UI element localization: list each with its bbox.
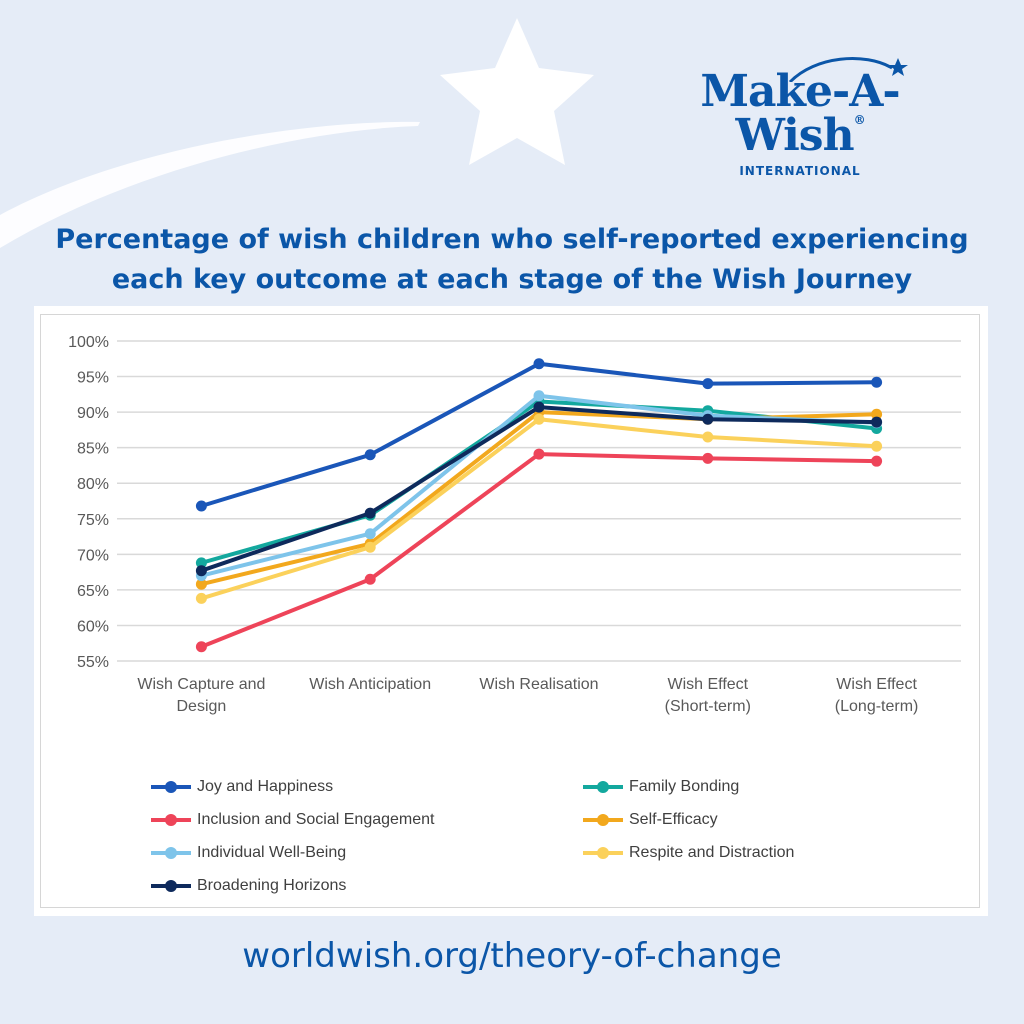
data-point (364, 528, 376, 540)
series-line (200, 399, 877, 565)
footer-url-link[interactable]: worldwish.org/theory-of-change (242, 936, 782, 976)
headline-line-2: each key outcome at each stage of the Wi… (111, 264, 913, 295)
y-tick-label: 90% (77, 405, 109, 422)
headline-line-1: Percentage of wish children who self-rep… (55, 224, 969, 255)
data-point (364, 449, 376, 461)
x-tick-label: Wish Realisation (479, 676, 598, 693)
y-tick-label: 60% (77, 618, 109, 635)
data-point (702, 413, 714, 425)
legend-item: Broadening Horizons (151, 876, 346, 896)
series-line (200, 361, 877, 508)
y-tick-label: 55% (77, 654, 109, 671)
data-point (871, 455, 883, 467)
legend-swatch-icon (583, 777, 623, 797)
data-point (533, 401, 545, 413)
legend-swatch-icon (583, 843, 623, 863)
legend-label: Joy and Happiness (197, 778, 334, 795)
data-point (702, 452, 714, 464)
legend-item: Self-Efficacy (583, 810, 718, 830)
legend-item: Inclusion and Social Engagement (151, 810, 435, 830)
data-point (871, 376, 883, 388)
data-point (195, 578, 207, 590)
logo-subtitle: INTERNATIONAL (739, 164, 861, 178)
data-point (871, 408, 883, 420)
legend-label: Inclusion and Social Engagement (197, 811, 435, 828)
data-point (195, 641, 207, 653)
y-tick-label: 100% (68, 334, 109, 351)
series-line (200, 417, 877, 601)
data-point (364, 573, 376, 585)
data-point (195, 592, 207, 604)
legend-swatch-icon (151, 843, 191, 863)
legend-swatch-icon (151, 777, 191, 797)
y-tick-label: 85% (77, 441, 109, 458)
y-tick-label: 80% (77, 476, 109, 493)
chart-panel: 100% 95% 90% 85% 80% 75% 70% 65% 60% 55% Wish Capt… (34, 306, 988, 916)
series-line (200, 405, 877, 573)
legend-swatch-icon (583, 810, 623, 830)
star-icon (440, 18, 594, 165)
legend-item: Joy and Happiness (151, 777, 333, 797)
legend-swatch-icon (151, 810, 191, 830)
y-tick-label: 65% (77, 583, 109, 600)
legend-item: Family Bonding (583, 777, 739, 797)
registered-mark: ® (853, 113, 866, 127)
data-point (871, 440, 883, 452)
data-point (195, 500, 207, 512)
legend-label: Broadening Horizons (197, 877, 347, 894)
shooting-star-decoration (0, 18, 594, 248)
chart-headline: Percentage of wish children who self-rep… (30, 220, 994, 300)
chart-frame: 100% 95% 90% 85% 80% 75% 70% 65% 60% 55% Wish Capt… (40, 314, 980, 908)
legend-item: Respite and Distraction (583, 843, 794, 863)
legend-swatch-icon (151, 876, 191, 896)
logo-text: Make-A-Wish (700, 66, 900, 161)
x-tick-label: Wish Anticipation (309, 676, 431, 693)
data-point (533, 413, 545, 425)
data-point (195, 557, 207, 569)
x-tick-label: (Long-term) (835, 698, 919, 715)
x-tick-label: (Short-term) (665, 698, 751, 715)
data-point (702, 431, 714, 443)
legend-label: Respite and Distraction (629, 844, 795, 861)
x-tick-label: Wish Effect (836, 676, 917, 693)
legend-label: Self-Efficacy (629, 811, 718, 828)
legend-item: Individual Well-Being (151, 843, 346, 863)
x-tick-label: Wish Capture and (137, 676, 265, 693)
legend-label: Individual Well-Being (197, 844, 347, 861)
make-a-wish-logo: Make-A-Wish® INTERNATIONAL (640, 57, 960, 178)
data-point (533, 358, 545, 370)
x-tick-label: Wish Effect (667, 676, 748, 693)
line-chart: 100% 95% 90% 85% 80% 75% 70% 65% 60% 55% Wish Capt… (68, 334, 961, 715)
data-point (533, 448, 545, 460)
logo-arc-star-icon (788, 57, 908, 82)
data-point (702, 378, 714, 390)
y-tick-label: 95% (77, 370, 109, 387)
data-point (871, 416, 883, 428)
data-point (533, 390, 545, 402)
series-line (200, 410, 877, 587)
legend-label: Family Bonding (629, 778, 740, 795)
star-trail (0, 121, 420, 248)
data-point (364, 507, 376, 519)
data-point (195, 565, 207, 577)
y-tick-label: 70% (77, 547, 109, 564)
data-point (364, 541, 376, 553)
y-tick-label: 75% (77, 512, 109, 529)
x-tick-label: Design (176, 698, 226, 715)
